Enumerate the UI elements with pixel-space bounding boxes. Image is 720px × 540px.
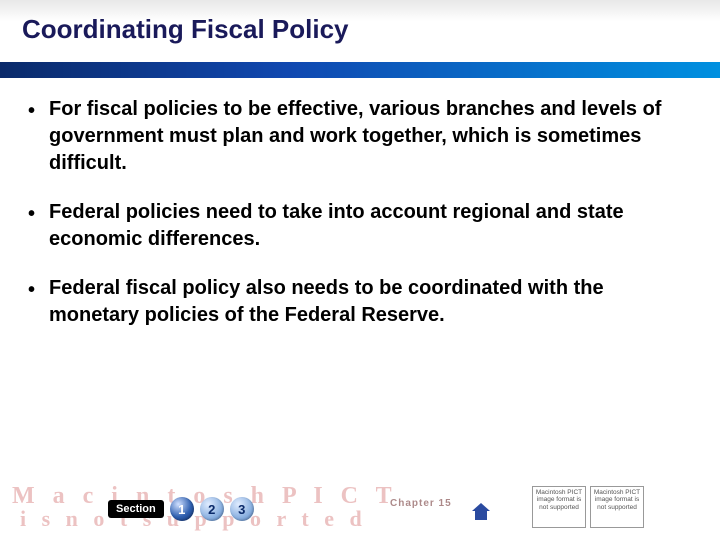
missing-image-placeholder: Macintosh PICT image format is not suppo… bbox=[590, 486, 644, 528]
title-divider-band bbox=[0, 62, 720, 78]
slide-title: Coordinating Fiscal Policy bbox=[0, 0, 720, 45]
bullet-text: For fiscal policies to be effective, var… bbox=[49, 96, 692, 177]
bullet-text: Federal policies need to take into accou… bbox=[49, 199, 692, 253]
chapter-label[interactable]: Chapter 15 bbox=[390, 498, 452, 509]
bullet-item: • Federal policies need to take into acc… bbox=[28, 199, 692, 253]
bullet-item: • For fiscal policies to be effective, v… bbox=[28, 96, 692, 177]
nav-section-2[interactable]: 2 bbox=[200, 497, 224, 521]
footer-nav: M a c i n t o s h P I C T i s n o t s u … bbox=[0, 484, 720, 532]
content-area: • For fiscal policies to be effective, v… bbox=[0, 78, 720, 329]
bullet-mark: • bbox=[28, 275, 35, 329]
nav-section-1[interactable]: 1 bbox=[170, 497, 194, 521]
bullet-item: • Federal fiscal policy also needs to be… bbox=[28, 275, 692, 329]
bullet-mark: • bbox=[28, 96, 35, 177]
title-bar: Coordinating Fiscal Policy bbox=[0, 0, 720, 62]
missing-image-placeholder: Macintosh PICT image format is not suppo… bbox=[532, 486, 586, 528]
section-nav: Section 1 2 3 bbox=[108, 496, 254, 522]
bullet-mark: • bbox=[28, 199, 35, 253]
section-label: Section bbox=[108, 500, 164, 518]
nav-section-3[interactable]: 3 bbox=[230, 497, 254, 521]
bullet-text: Federal fiscal policy also needs to be c… bbox=[49, 275, 692, 329]
home-icon[interactable] bbox=[470, 496, 492, 518]
